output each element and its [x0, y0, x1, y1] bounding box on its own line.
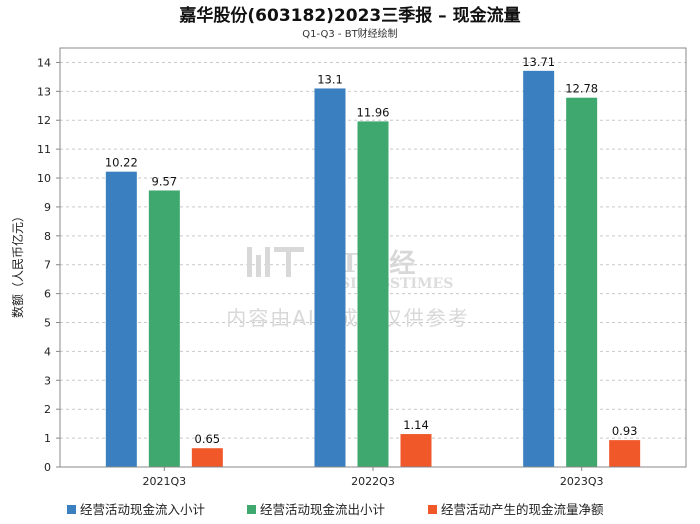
data-label: 0.93	[612, 424, 638, 438]
bar	[148, 190, 180, 467]
y-tick-label: 13	[37, 85, 51, 98]
y-tick-label: 6	[44, 288, 51, 301]
bar	[314, 88, 346, 467]
bar	[523, 70, 555, 467]
data-label: 10.22	[105, 156, 138, 170]
data-label: 0.65	[195, 432, 221, 446]
chart-subtitle: Q1-Q3 - BT财经绘制	[302, 27, 397, 40]
x-tick-label: 2021Q3	[143, 475, 187, 488]
y-tick-label: 9	[44, 201, 51, 214]
y-tick-label: 2	[44, 403, 51, 416]
watermark: BT财经 BUSINESSTIMES 内容由AI生成，仅供参考	[226, 247, 470, 330]
y-tick-label: 1	[44, 432, 51, 445]
y-tick-label: 11	[37, 143, 51, 156]
legend-label: 经营活动现金流入小计	[80, 502, 205, 517]
y-tick-label: 8	[44, 230, 51, 243]
y-axis-label: 数额（人民币亿元）	[10, 210, 25, 318]
watermark-logo-icon	[247, 247, 304, 277]
y-tick-label: 14	[37, 56, 51, 69]
bars	[105, 70, 641, 467]
legend-swatch	[67, 505, 76, 514]
bar	[105, 171, 137, 467]
legend-swatch	[247, 505, 256, 514]
y-tick-label: 5	[44, 317, 51, 330]
legend-swatch	[428, 505, 437, 514]
y-tick-label: 3	[44, 374, 51, 387]
data-label: 11.96	[357, 105, 390, 119]
y-tick-label: 7	[44, 259, 51, 272]
y-tick-label: 12	[37, 114, 51, 127]
x-tick-label: 2022Q3	[351, 475, 395, 488]
bar	[609, 440, 641, 467]
chart-title: 嘉华股份(603182)2023三季报 – 现金流量	[178, 5, 520, 26]
bar	[191, 448, 223, 467]
bar	[566, 97, 598, 467]
data-label: 9.57	[152, 174, 178, 188]
legend-label: 经营活动现金流出小计	[260, 502, 385, 517]
data-label: 1.14	[403, 418, 429, 432]
x-tick-label: 2023Q3	[560, 475, 604, 488]
x-axis-ticks: 2021Q3 2022Q3 2023Q3	[143, 467, 604, 488]
data-label: 13.1	[317, 72, 343, 86]
data-labels: 10.22 9.57 0.65 13.1 11.96 1.14 13.71 12.78 0.93	[105, 55, 638, 446]
legend-label: 经营活动产生的现金流量净额	[441, 502, 604, 517]
bar	[400, 434, 432, 467]
bar	[357, 121, 389, 467]
y-tick-label: 4	[44, 345, 51, 358]
legend: 经营活动现金流入小计 经营活动现金流出小计 经营活动产生的现金流量净额	[67, 502, 604, 517]
watermark-note: 内容由AI生成，仅供参考	[226, 306, 470, 330]
data-label: 12.78	[565, 82, 598, 96]
y-tick-label: 0	[44, 461, 51, 474]
data-label: 13.71	[522, 55, 555, 69]
y-tick-label: 10	[37, 172, 51, 185]
